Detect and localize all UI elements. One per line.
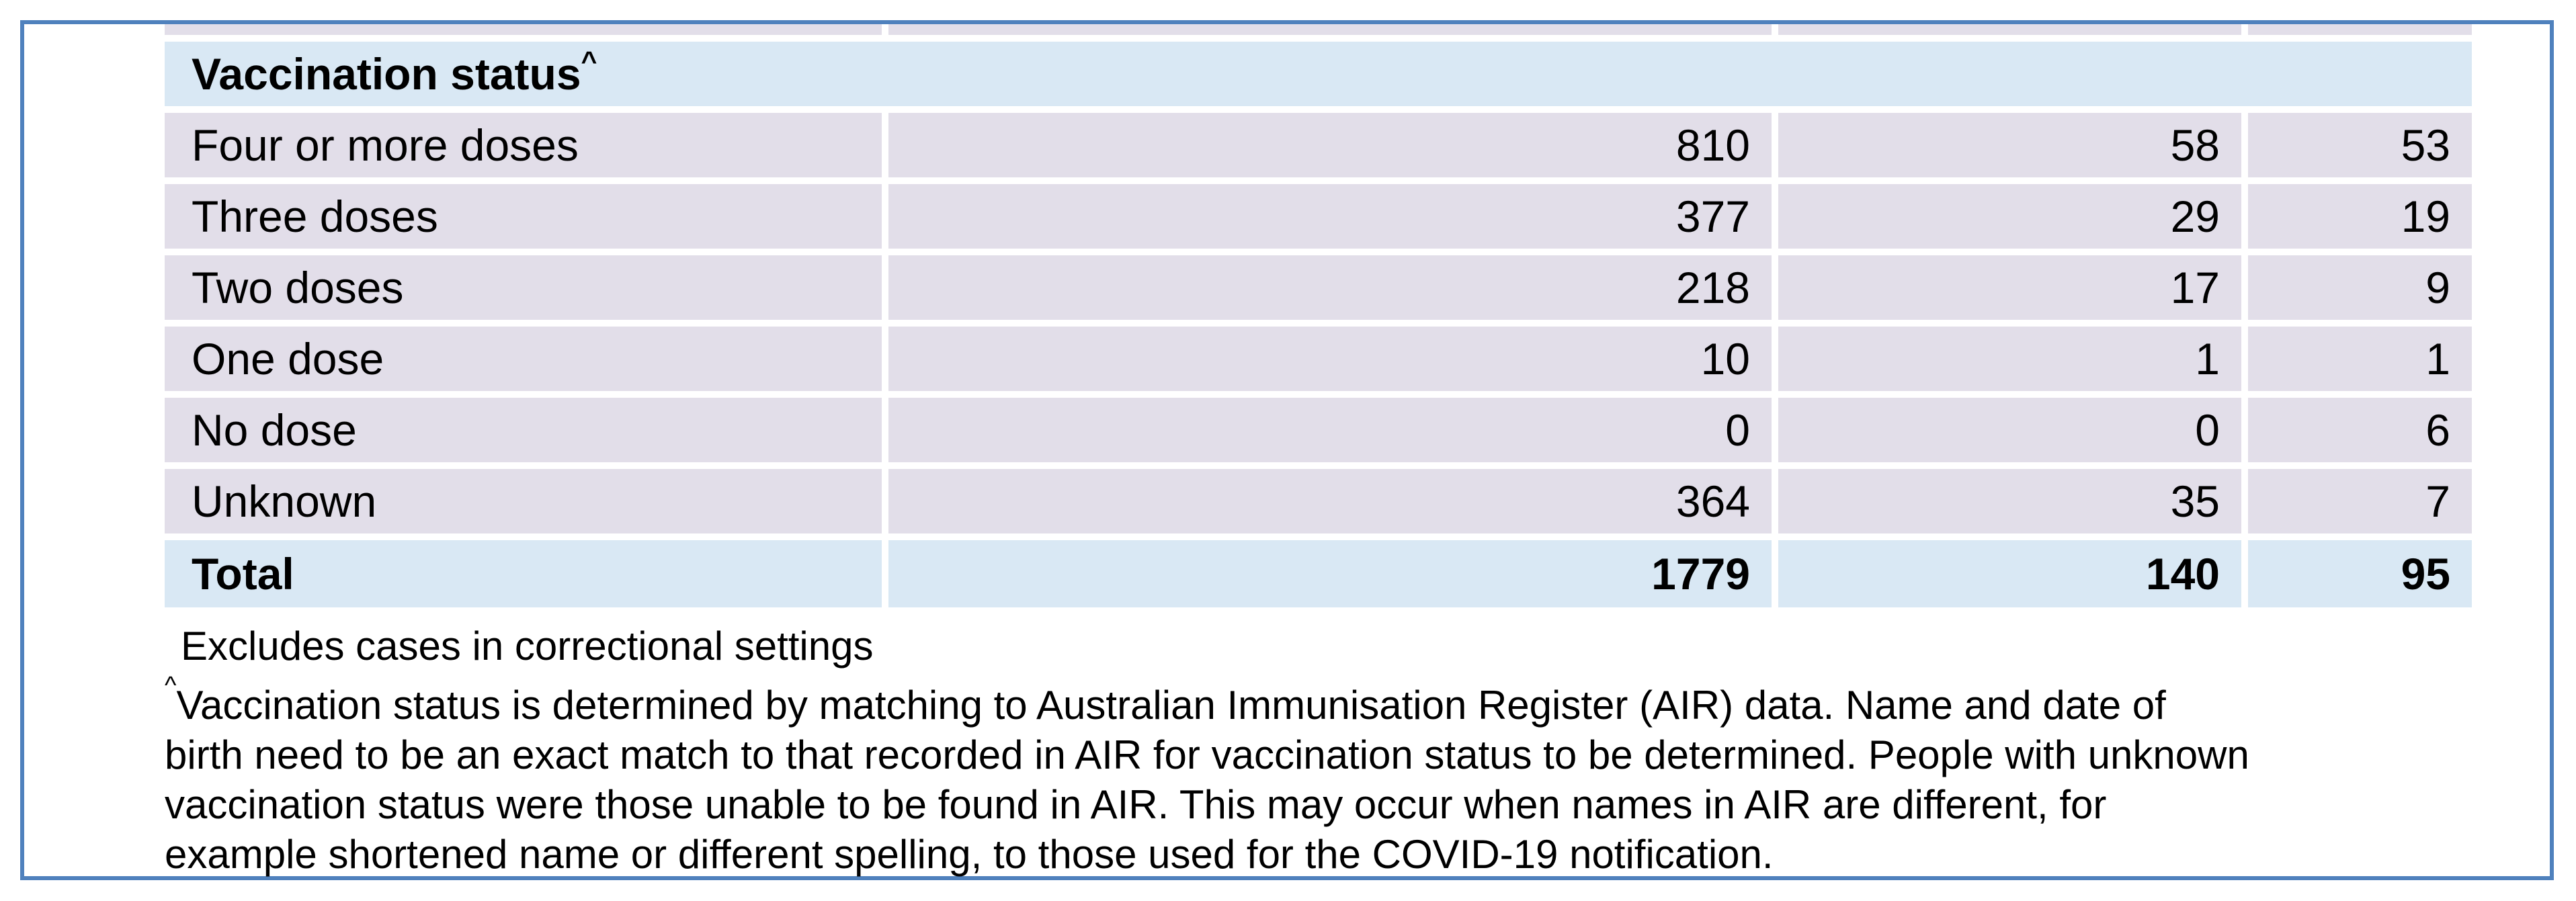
- row-label-four-or-more-doses: Four or more doses: [165, 113, 882, 177]
- footnote-superscript-caret: ^: [165, 671, 177, 699]
- total-row-label: Total: [165, 540, 882, 607]
- value-cell: 7: [2248, 469, 2472, 533]
- value-cell: 19: [2248, 184, 2472, 249]
- cropped-row-cell: [1778, 24, 2241, 35]
- value-cell: 1: [2248, 327, 2472, 391]
- figure-border-frame: [20, 20, 2554, 880]
- footnote-vaccination-definition-line-3: vaccination status were those unable to …: [165, 782, 2107, 827]
- footnote-exclusions: Excludes cases in correctional settings: [181, 624, 874, 669]
- footnote-vaccination-definition-line-2: birth need to be an exact match to that …: [165, 732, 2249, 777]
- value-cell: 29: [1778, 184, 2241, 249]
- value-cell: 0: [1778, 398, 2241, 462]
- cropped-row-cell: [2248, 24, 2472, 35]
- value-cell: 35: [1778, 469, 2241, 533]
- row-label-no-dose: No dose: [165, 398, 882, 462]
- value-cell: 1: [1778, 327, 2241, 391]
- footnotes: Excludes cases in correctional settings …: [165, 621, 2490, 879]
- footnote-line: Vaccination status is determined by matc…: [176, 683, 2166, 728]
- row-label-unknown: Unknown: [165, 469, 882, 533]
- footnote-vaccination-definition-line-4: example shortened name or different spel…: [165, 832, 1774, 877]
- value-cell: 0: [888, 398, 1772, 462]
- value-cell: 53: [2248, 113, 2472, 177]
- vaccination-status-table: Vaccination status ^ Four or more doses 8…: [165, 24, 2472, 607]
- value-cell: 6: [2248, 398, 2472, 462]
- value-cell: 58: [1778, 113, 2241, 177]
- total-value-cell: 1779: [888, 540, 1772, 607]
- value-cell: 377: [888, 184, 1772, 249]
- value-cell: 364: [888, 469, 1772, 533]
- row-label-two-doses: Two doses: [165, 255, 882, 320]
- header-label: Vaccination status: [192, 49, 581, 99]
- header-superscript-caret: ^: [581, 46, 597, 77]
- total-value-cell: 95: [2248, 540, 2472, 607]
- value-cell: 218: [888, 255, 1772, 320]
- cropped-row-cell: [165, 24, 882, 35]
- footnote-vaccination-definition-line-1: ^Vaccination status is determined by mat…: [165, 671, 2490, 730]
- row-label-three-doses: Three doses: [165, 184, 882, 249]
- value-cell: 17: [1778, 255, 2241, 320]
- total-value-cell: 140: [1778, 540, 2241, 607]
- table-header-vaccination-status: Vaccination status ^: [165, 42, 2472, 106]
- row-label-one-dose: One dose: [165, 327, 882, 391]
- value-cell: 810: [888, 113, 1772, 177]
- value-cell: 10: [888, 327, 1772, 391]
- value-cell: 9: [2248, 255, 2472, 320]
- cropped-row-cell: [888, 24, 1772, 35]
